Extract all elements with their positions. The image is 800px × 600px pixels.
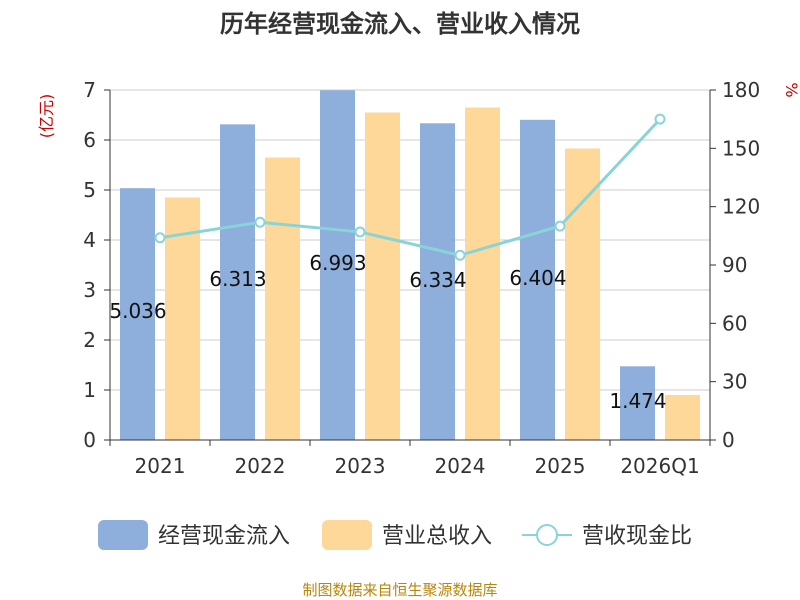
x-axis-ticks: 2021 2022 2023 2024 2025 2026Q1 (109, 440, 711, 478)
data-label-2021: 5.036 (109, 299, 166, 323)
right-tick-label: 120 (722, 195, 760, 219)
bar-revenue-2023 (365, 112, 400, 440)
x-tick-label-2026Q1: 2026Q1 (620, 454, 699, 478)
right-tick-label: 0 (722, 428, 735, 452)
bar-revenue-2026Q1 (665, 395, 700, 440)
ratio-point-2026Q1 (654, 113, 666, 125)
ratio-point-2021 (154, 232, 166, 244)
ratio-point-2024 (454, 249, 466, 261)
ratio-point-2025 (554, 220, 566, 232)
x-tick-label-2022: 2022 (235, 454, 286, 478)
ratio-point-2022 (254, 216, 266, 228)
ratio-point-2023 (354, 226, 366, 238)
left-tick-label: 4 (83, 228, 96, 252)
right-tick-label: 90 (722, 253, 747, 277)
right-tick-label: 180 (722, 78, 760, 102)
right-axis-unit: % (782, 82, 800, 97)
ratio-line (154, 113, 666, 261)
x-tick-label-2021: 2021 (135, 454, 186, 478)
left-tick-label: 6 (83, 128, 96, 152)
legend: 经营现金流入 营业总收入 营收现金比 (98, 520, 692, 550)
gridlines (110, 89, 710, 441)
left-axis-unit: (亿元) (37, 94, 56, 139)
legend-label-ratio: 营收现金比 (582, 524, 692, 549)
data-label-2026Q1: 1.474 (609, 389, 666, 413)
source-note: 制图数据来自恒生聚源数据库 (302, 581, 497, 599)
left-tick-label: 5 (83, 178, 96, 202)
data-labels: 5.036 6.313 6.993 6.334 6.404 1.474 (109, 251, 666, 413)
x-tick-label-2023: 2023 (335, 454, 386, 478)
bar-cash-inflow-2025 (520, 119, 555, 441)
bar-revenue-2024 (465, 107, 500, 440)
bar-cash-inflow-2021 (120, 188, 155, 440)
left-tick-label: 1 (83, 378, 96, 402)
x-tick-label-2024: 2024 (435, 454, 486, 478)
left-tick-label: 0 (83, 428, 96, 452)
data-label-2024: 6.334 (409, 268, 466, 292)
bar-revenue-2025 (565, 148, 600, 440)
right-tick-label: 60 (722, 311, 747, 335)
ratio-line-path (159, 118, 662, 257)
right-tick-label: 30 (722, 370, 747, 394)
bars (120, 90, 700, 441)
right-axis-ticks: 0 30 60 90 120 150 180 (710, 78, 760, 452)
legend-marker-ratio (536, 524, 558, 546)
chart-title: 历年经营现金流入、营业收入情况 (220, 10, 580, 38)
legend-swatch-cash-inflow (98, 520, 148, 550)
bar-revenue-2021 (165, 197, 200, 440)
bar-cash-inflow-2023 (320, 90, 355, 440)
data-label-2025: 6.404 (509, 266, 566, 290)
left-tick-label: 2 (83, 328, 96, 352)
left-tick-label: 3 (83, 278, 96, 302)
left-tick-label: 7 (83, 78, 96, 102)
bar-cash-inflow-2022 (220, 124, 255, 440)
legend-swatch-revenue (322, 520, 372, 550)
bar-cash-inflow-2026Q1 (620, 366, 655, 440)
data-label-2022: 6.313 (209, 267, 266, 291)
legend-label-revenue: 营业总收入 (382, 524, 492, 549)
right-tick-label: 150 (722, 136, 760, 160)
data-label-2023: 6.993 (309, 251, 366, 275)
left-axis-ticks: 0 1 2 3 4 5 6 7 (83, 78, 110, 452)
bar-revenue-2022 (265, 157, 300, 440)
bar-cash-inflow-2024 (420, 123, 455, 441)
x-tick-label-2025: 2025 (535, 454, 586, 478)
legend-label-cash-inflow: 经营现金流入 (158, 524, 290, 549)
